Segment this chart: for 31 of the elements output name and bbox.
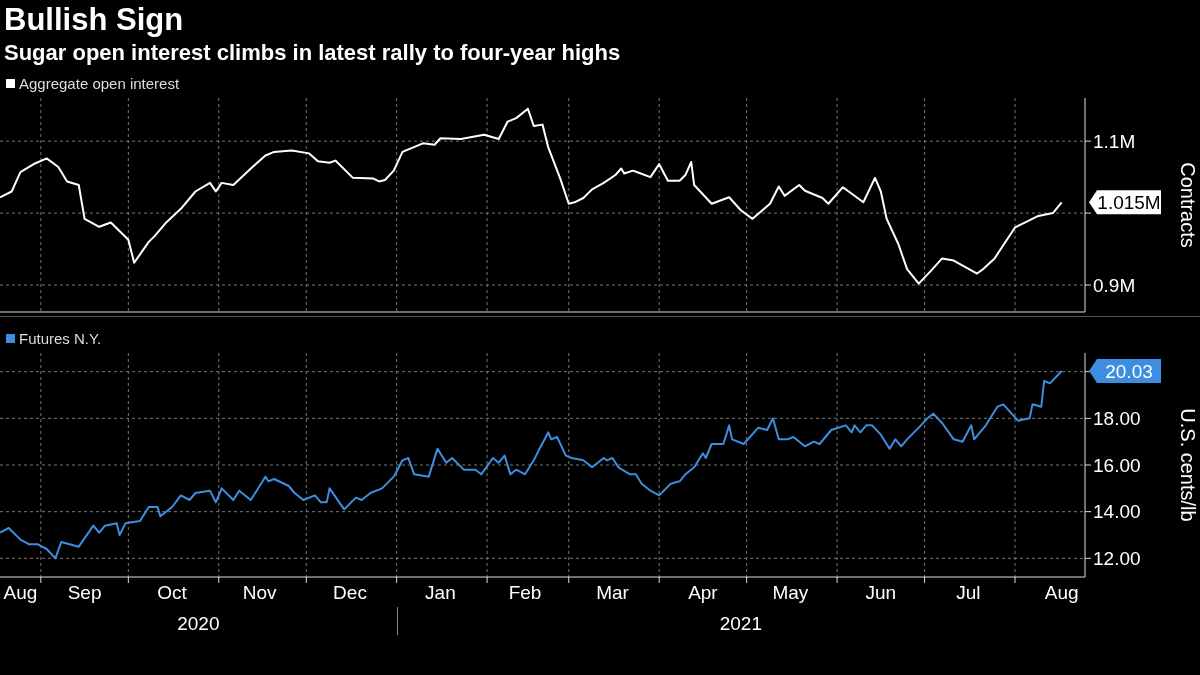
- x-tick-label: Jun: [865, 582, 897, 603]
- x-tick-label: Oct: [157, 582, 188, 603]
- y-tick-label: 18.00: [1093, 408, 1141, 430]
- y-axis-title: U.S. cents/lb: [1176, 408, 1199, 522]
- line-series: [0, 107, 1063, 285]
- line-series: [0, 369, 1063, 560]
- x-tick-label: Aug: [1044, 582, 1079, 603]
- text: 2021: [718, 613, 763, 635]
- x-tick-label: Jan: [425, 582, 456, 603]
- chart-title: Bullish Sign: [3, 1, 185, 38]
- x-tick-label: Jul: [956, 582, 981, 603]
- x-tick-label: May: [772, 582, 809, 603]
- legend-label: Futures N.Y.: [19, 329, 102, 347]
- y-axis-title: Contracts: [1176, 162, 1199, 248]
- annotation: 1.015M: [1097, 192, 1161, 214]
- x-tick-label: Sep: [67, 582, 102, 603]
- text: 2020: [176, 613, 221, 635]
- x-tick-label: Apr: [688, 582, 719, 603]
- y-tick-label: 0.9M: [1093, 274, 1136, 296]
- x-tick-label: Mar: [596, 582, 630, 603]
- x-tick-label: Aug: [3, 582, 38, 603]
- y-tick-label: 12.00: [1093, 548, 1141, 570]
- y-tick-label: 14.00: [1093, 501, 1141, 523]
- chart-subtitle: Sugar open interest climbs in latest rally to four-year highs: [3, 39, 622, 67]
- annotation: 20.03: [1105, 360, 1153, 382]
- legend-label: Aggregate open interest: [19, 74, 180, 92]
- y-tick-label: 16.00: [1093, 454, 1141, 476]
- x-tick-label: Feb: [508, 582, 542, 603]
- x-tick-label: Dec: [333, 582, 367, 603]
- y-tick-label: 1.1M: [1093, 130, 1136, 152]
- x-tick-label: Nov: [242, 582, 277, 603]
